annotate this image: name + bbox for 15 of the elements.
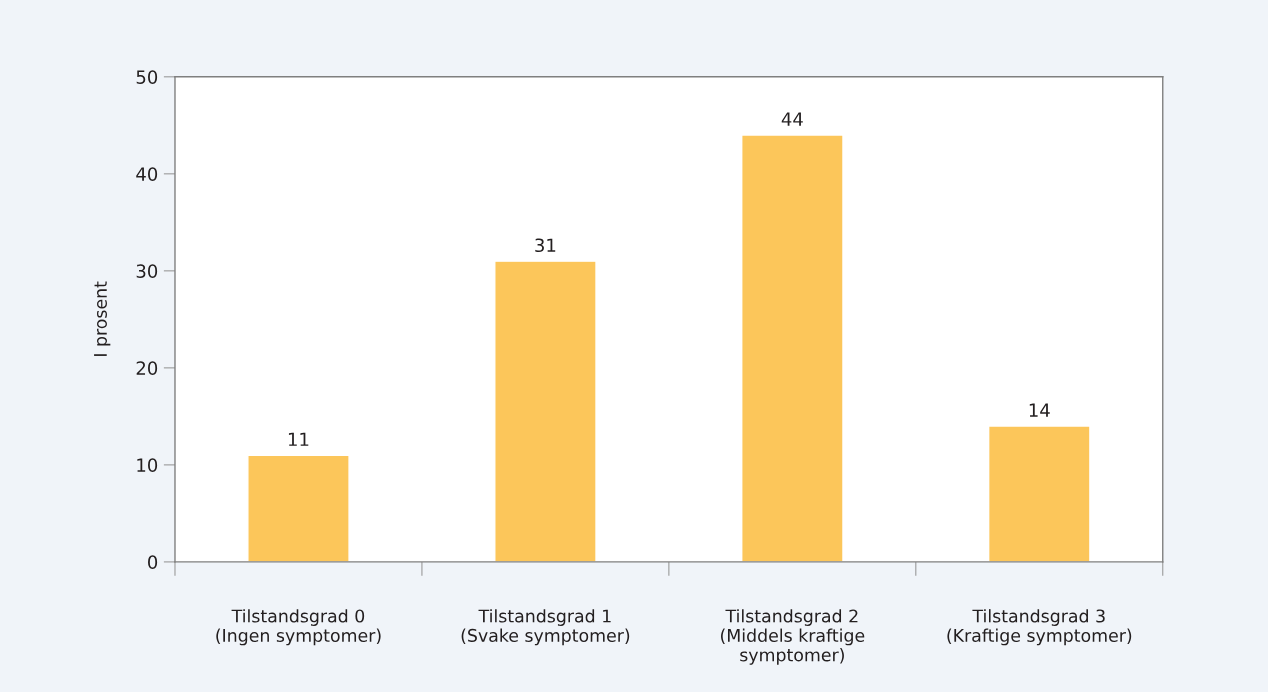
y-tick-label: 20 bbox=[136, 361, 158, 375]
data-label: 11 bbox=[288, 432, 309, 446]
y-tick-label: 50 bbox=[136, 70, 158, 84]
x-tick-label: Tilstandsgrad 2 (Middels kraftige symptomer) bbox=[721, 609, 865, 665]
x-tick-label: Tilstandsgrad 3 (Kraftige symptomer) bbox=[947, 609, 1132, 646]
data-label: 14 bbox=[1029, 403, 1050, 417]
y-axis-title: I prosent bbox=[94, 281, 111, 356]
y-tick-label: 0 bbox=[148, 555, 158, 570]
data-label: 44 bbox=[781, 112, 803, 126]
x-tick-label: Tilstandsgrad 1 (Svake symptomer) bbox=[461, 609, 630, 646]
y-tick-label: 30 bbox=[136, 264, 158, 278]
y-tick-label: 10 bbox=[137, 458, 158, 472]
x-tick-label: Tilstandsgrad 0 (Ingen symptomer) bbox=[216, 609, 381, 646]
y-tick-label: 40 bbox=[136, 167, 158, 181]
data-label: 31 bbox=[535, 238, 556, 253]
